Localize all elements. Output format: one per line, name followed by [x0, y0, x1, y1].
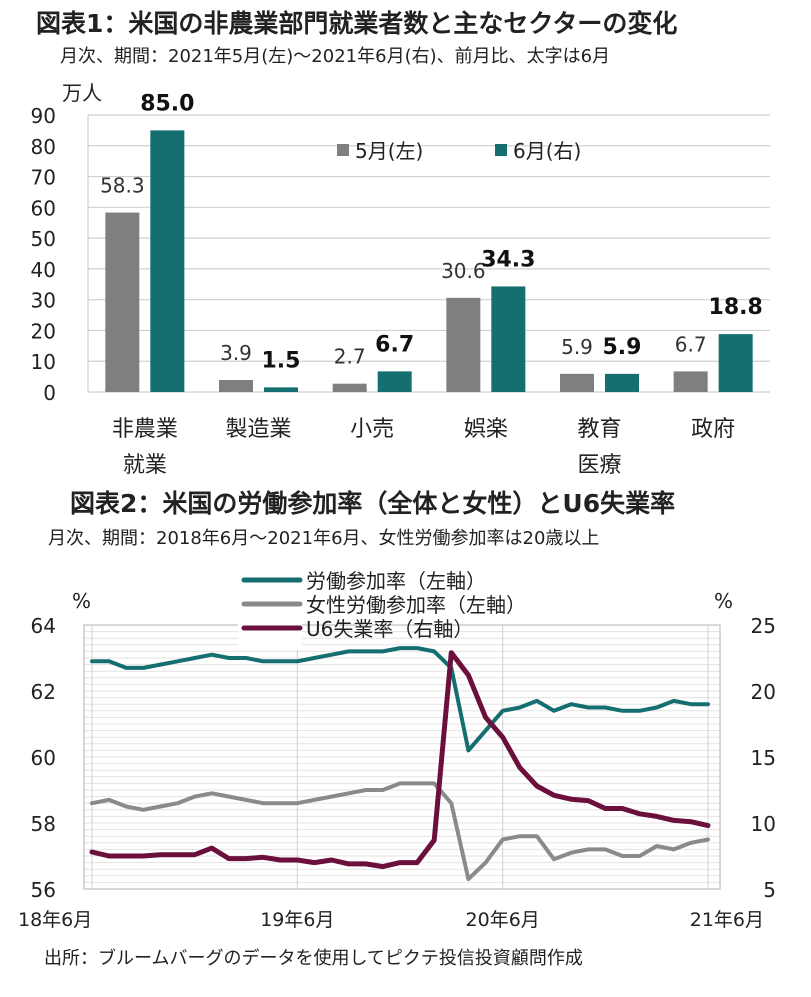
y-tick-label-0: 0 [43, 381, 56, 405]
left-tick-56: 56 [31, 878, 56, 902]
left-tick-64: 64 [31, 614, 56, 638]
left-tick-58: 58 [31, 812, 56, 836]
right-tick-10: 10 [751, 812, 776, 836]
legend-backdrop-2 [238, 620, 302, 650]
bar-chart-y-ticks: 0 10 20 30 40 50 60 70 80 90 [31, 104, 56, 405]
data-label-may-0: 58.3 [100, 174, 145, 198]
bar-june-3 [491, 286, 526, 392]
right-tick-25: 25 [751, 614, 776, 638]
chart1-subtitle: 月次、期間：2021年5月(左)～2021年6月(右)、前月比、太字は6月 [60, 46, 611, 67]
x-tick-0: 18年6月 [18, 909, 92, 931]
bar-may-2 [332, 383, 367, 392]
bar-june-0 [150, 130, 185, 392]
bar-june-5 [718, 334, 753, 392]
category-label-4-1: 医療 [577, 453, 621, 478]
bar-june-4 [605, 373, 639, 392]
y-tick-label-70: 70 [31, 166, 56, 190]
data-label-june-0: 85.0 [140, 91, 194, 116]
chart2-subtitle: 月次、期間：2018年6月～2021年6月、女性労働参加率は20歳以上 [48, 528, 600, 549]
bar-chart-gridlines [87, 114, 770, 393]
legend-label-1: 女性労働参加率（左軸） [306, 593, 526, 617]
legend-backdrop-0 [238, 572, 302, 602]
y-tick-label-80: 80 [31, 135, 56, 159]
bar-june-1 [264, 387, 298, 392]
legend-label-2: U6失業率（右軸） [306, 617, 473, 641]
legend-backdrop-1 [238, 596, 302, 626]
y-tick-label-40: 40 [31, 258, 56, 282]
data-label-may-5: 6.7 [675, 332, 707, 356]
bar-may-0 [105, 212, 140, 392]
line-chart-x-ticks: 18年6月 19年6月 20年6月 21年6月 [18, 909, 764, 931]
y-tick-label-60: 60 [31, 196, 56, 220]
bar-chart-legend: 5月(左) 6月(右) [337, 139, 581, 163]
category-label-4-0: 教育 [577, 417, 621, 442]
data-label-may-4: 5.9 [561, 335, 593, 359]
right-tick-15: 15 [751, 746, 776, 770]
category-label-3-0: 娯楽 [464, 417, 508, 442]
data-label-may-3: 30.6 [441, 259, 486, 283]
participation-rate-line [90, 646, 710, 753]
line-chart-frame [83, 624, 721, 890]
chart2-title: 図表2：米国の労働参加率（全体と女性）とU6失業率 [70, 489, 676, 518]
female-participation-rate-line [90, 781, 710, 882]
plot-frame [83, 624, 721, 890]
y-tick-label-20: 20 [31, 319, 56, 343]
legend-label-0: 労働参加率（左軸） [306, 569, 486, 593]
bar-june-2 [377, 371, 412, 392]
category-label-1-0: 製造業 [225, 417, 291, 442]
chart1-title: 図表1：米国の非農業部門就業者数と主なセクターの変化 [36, 9, 678, 38]
line-chart-left-ticks: 56 58 60 62 64 [31, 614, 56, 902]
right-tick-5: 5 [763, 878, 776, 902]
bar-may-3 [446, 297, 481, 392]
source-note: 出所：ブルームバーグのデータを使用してピクテ投信投資顧問作成 [44, 948, 583, 969]
bar-may-4 [560, 373, 594, 392]
x-tick-36: 21年6月 [690, 909, 764, 931]
legend-swatch-1 [495, 144, 507, 156]
y-tick-label-50: 50 [31, 227, 56, 251]
line-chart-right-unit: % [714, 589, 733, 613]
category-label-5-0: 政府 [691, 417, 735, 442]
left-tick-60: 60 [31, 746, 56, 770]
legend-label-0: 5月(左) [355, 139, 423, 163]
data-label-june-2: 6.7 [375, 332, 414, 357]
right-tick-20: 20 [751, 680, 776, 704]
bar-chart: 0 10 20 30 40 50 60 70 80 90 万人 58.3 85.0 3.9 1.5 2.7… [31, 81, 770, 478]
line-chart-legend: 労働参加率（左軸）女性労働参加率（左軸）U6失業率（右軸） [238, 569, 526, 650]
bar-chart-data-labels: 58.385.03.9 1.5 2.7 6.730.634.35.9 5.9 6.718.… [100, 91, 763, 373]
data-label-may-1: 3.9 [220, 341, 252, 365]
data-label-june-1: 1.5 [262, 348, 301, 373]
category-label-0-0: 非農業 [112, 417, 178, 442]
category-label-0-1: 就業 [123, 453, 167, 478]
bar-may-1 [219, 379, 253, 392]
y-tick-label-10: 10 [31, 350, 56, 374]
line-chart-gridlines [84, 625, 720, 889]
bar-chart-unit-label: 万人 [62, 81, 102, 105]
legend-swatch-0 [337, 144, 349, 156]
data-label-june-4: 5.9 [603, 335, 642, 360]
x-tick-24: 20年6月 [466, 909, 540, 931]
legend-label-1: 6月(右) [513, 139, 581, 163]
x-tick-12: 19年6月 [260, 909, 334, 931]
y-tick-label-30: 30 [31, 289, 56, 313]
u6-unemployment-line [89, 650, 711, 870]
left-tick-62: 62 [31, 680, 56, 704]
line-chart-series [89, 646, 711, 882]
line-chart-right-ticks: 5 10 15 20 25 [751, 614, 776, 902]
data-label-june-3: 34.3 [481, 247, 535, 272]
data-label-june-5: 18.8 [709, 295, 763, 320]
bar-chart-bars [105, 130, 753, 392]
category-label-2-0: 小売 [350, 417, 394, 442]
bar-may-5 [673, 371, 708, 392]
data-label-may-2: 2.7 [334, 345, 366, 369]
line-chart-left-unit: % [72, 589, 91, 613]
y-tick-label-90: 90 [31, 104, 56, 128]
